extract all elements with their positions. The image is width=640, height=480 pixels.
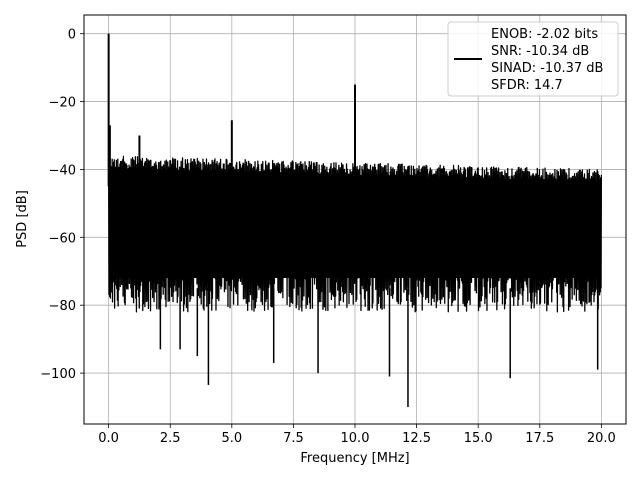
y-tick-label: 0	[68, 28, 76, 43]
x-tick-label: 15.0	[464, 431, 493, 446]
y-tick-label: −80	[49, 299, 76, 314]
y-axis-label: PSD [dB]	[15, 190, 30, 248]
legend-entry-enob: ENOB: -2.02 bits	[491, 27, 598, 42]
y-tick-label: −40	[49, 163, 76, 178]
legend-box	[447, 21, 619, 97]
y-axis: 0 −20 −40 −60 −80 −100	[40, 28, 84, 382]
y-tick-label: −20	[49, 96, 76, 111]
legend-entry-sfdr: SFDR: 14.7	[491, 78, 563, 93]
x-axis: 0.0 2.5 5.0 7.5 10.0 12.5 15.0 17.5 20.0	[98, 424, 616, 446]
legend: ENOB: -2.02 bits SNR: -10.34 dB SINAD: -…	[447, 21, 619, 97]
x-tick-label: 17.5	[525, 431, 554, 446]
y-tick-label: −60	[49, 231, 76, 246]
x-tick-label: 20.0	[587, 431, 616, 446]
x-tick-label: 10.0	[341, 431, 370, 446]
x-tick-label: 0.0	[98, 431, 119, 446]
x-tick-label: 12.5	[402, 431, 431, 446]
psd-series	[107, 33, 603, 408]
x-tick-label: 2.5	[160, 431, 181, 446]
y-tick-label: −100	[40, 367, 76, 382]
psd-noise-core	[108, 169, 602, 279]
x-axis-label: Frequency [MHz]	[300, 451, 409, 466]
legend-entry-snr: SNR: -10.34 dB	[491, 44, 589, 59]
legend-entry-sinad: SINAD: -10.37 dB	[491, 61, 603, 76]
x-tick-label: 5.0	[221, 431, 242, 446]
x-tick-label: 7.5	[283, 431, 304, 446]
